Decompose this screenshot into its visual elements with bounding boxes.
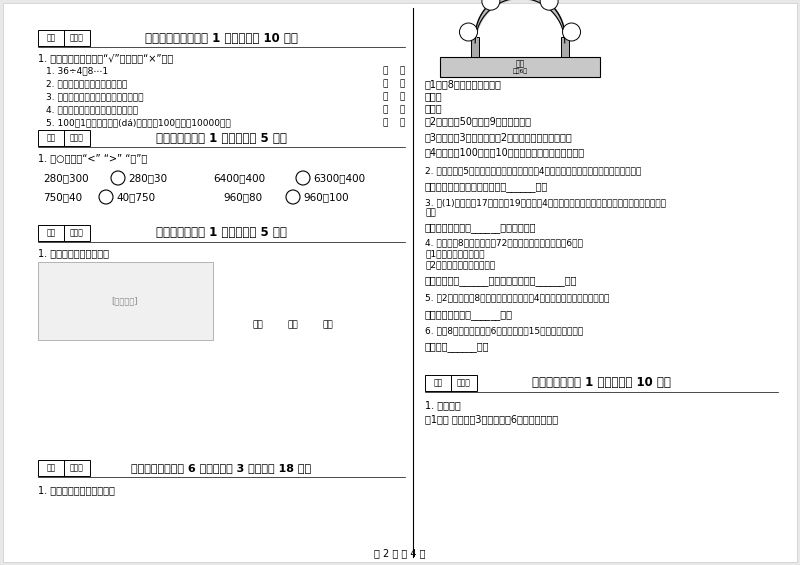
- Text: 得分: 得分: [46, 133, 56, 142]
- Text: 评卷人: 评卷人: [70, 33, 84, 42]
- Text: 得分: 得分: [46, 33, 56, 42]
- Text: 小涼: 小涼: [322, 320, 334, 329]
- Text: 八、解决问题（共 6 小题，每题 3 分，共计 18 分）: 八、解决问题（共 6 小题，每题 3 分，共计 18 分）: [131, 463, 311, 473]
- Text: （    ）: （ ）: [383, 67, 406, 76]
- FancyBboxPatch shape: [3, 3, 797, 562]
- Text: 加法：: 加法：: [425, 103, 442, 113]
- Circle shape: [562, 23, 581, 41]
- Text: 3. 二(1)班有男生17人，女生19人。，每4个人为一个学习小组，一共可以分成多少个学习小: 3. 二(1)班有男生17人，女生19人。，每4个人为一个学习小组，一共可以分成…: [425, 198, 666, 207]
- Text: 960－100: 960－100: [303, 192, 349, 202]
- Text: 小强: 小强: [288, 320, 298, 329]
- Text: 1. 星期日同学们去游乐园。: 1. 星期日同学们去游乐园。: [38, 485, 115, 495]
- FancyBboxPatch shape: [425, 375, 477, 391]
- Text: 七、连一连（共 1 大题，共计 5 分）: 七、连一连（共 1 大题，共计 5 分）: [156, 227, 287, 240]
- FancyBboxPatch shape: [38, 130, 90, 146]
- Text: 十、综合题（共 1 大题，共计 10 分）: 十、综合题（共 1 大题，共计 10 分）: [532, 376, 671, 389]
- FancyBboxPatch shape: [38, 460, 90, 476]
- Text: 小红: 小红: [253, 320, 263, 329]
- Text: 组？: 组？: [425, 208, 436, 218]
- Text: 1. 我会判断。（对的画“√”，错的画“×”）。: 1. 我会判断。（对的画“√”，错的画“×”）。: [38, 53, 174, 63]
- FancyBboxPatch shape: [471, 37, 479, 57]
- Text: 5. 有2笱水，每笱8瓶，把这些水平均分绔4个同学，每个同学能分几瓶？: 5. 有2笱水，每笱8瓶，把这些水平均分绔4个同学，每个同学能分几瓶？: [425, 293, 610, 302]
- Text: 每彦6元: 每彦6元: [513, 68, 527, 74]
- Text: 六、比一比（共 1 大题，共计 5 分）: 六、比一比（共 1 大题，共计 5 分）: [156, 132, 287, 145]
- Text: 1. 在○里填上“<” “>” “＝”。: 1. 在○里填上“<” “>” “＝”。: [38, 153, 147, 163]
- FancyBboxPatch shape: [440, 57, 600, 77]
- FancyBboxPatch shape: [38, 30, 90, 46]
- Text: 答：爸爸今年______岁，爷爷比爸爸大______岁。: 答：爸爸今年______岁，爷爷比爸爸大______岁。: [425, 276, 578, 286]
- Text: 乘法：: 乘法：: [425, 91, 442, 101]
- Text: 得分: 得分: [46, 228, 56, 237]
- Circle shape: [482, 0, 500, 10]
- Text: 4. 小明今年8岁，爷爷今年72岁，爸爸的年龄是小明的6倍。: 4. 小明今年8岁，爷爷今年72岁，爸爸的年龄是小明的6倍。: [425, 238, 583, 247]
- Text: 280＋30: 280＋30: [128, 173, 167, 183]
- FancyBboxPatch shape: [38, 225, 90, 241]
- Text: 得分: 得分: [434, 379, 442, 388]
- Text: 1. 我会观察，我会连线。: 1. 我会观察，我会连线。: [38, 248, 109, 258]
- FancyBboxPatch shape: [38, 262, 213, 340]
- Text: 答：一共可以分成______个学习小组。: 答：一共可以分成______个学习小组。: [425, 223, 537, 233]
- Text: 评卷人: 评卷人: [70, 228, 84, 237]
- Text: （    ）: （ ）: [383, 93, 406, 102]
- Text: 1. 36÷4＝8⋯1: 1. 36÷4＝8⋯1: [46, 67, 108, 76]
- Text: 五、判断对与错（共 1 大题，共计 10 分）: 五、判断对与错（共 1 大题，共计 10 分）: [145, 32, 298, 45]
- Text: 得分: 得分: [46, 463, 56, 472]
- Text: （3）小红买3张门票，还则2元錢，小红带了多少錢？: （3）小红买3张门票，还则2元錢，小红带了多少錢？: [425, 132, 573, 142]
- Text: 1. 实践苑。: 1. 实践苑。: [425, 400, 461, 410]
- Text: [连一连图]: [连一连图]: [112, 297, 138, 306]
- Text: 2. 读数和写数时，都从低位起。: 2. 读数和写数时，都从低位起。: [46, 80, 127, 89]
- Circle shape: [459, 23, 478, 41]
- Text: （1）爸爸今年多少岁？: （1）爸爸今年多少岁？: [425, 250, 485, 259]
- Text: 40＋750: 40＋750: [116, 192, 155, 202]
- Text: （    ）: （ ）: [383, 80, 406, 89]
- Text: 评卷人: 评卷人: [70, 133, 84, 142]
- Text: （2）爷爷比爸爸大多少岁？: （2）爷爷比爸爸大多少岁？: [425, 260, 495, 270]
- Text: 评卷人: 评卷人: [70, 463, 84, 472]
- Text: 4. 对边相等的四边形一定是长方形。: 4. 对边相等的四边形一定是长方形。: [46, 106, 138, 115]
- Text: 门票: 门票: [515, 59, 525, 68]
- Text: 280＋300: 280＋300: [43, 173, 89, 183]
- Text: （2）小莉拿50元，儩9张门票够吗？: （2）小莉拿50元，儩9张门票够吗？: [425, 116, 532, 126]
- Text: （4）小红拿100元，冒10张门票，还可以剩下多少錢？: （4）小红拿100元，冒10张门票，还可以剩下多少錢？: [425, 147, 585, 157]
- Text: 5. 100径1元纸币捆一沓(dá)，这样的100沓就是10000元。: 5. 100径1元纸币捆一沓(dá)，这样的100沓就是10000元。: [46, 119, 230, 128]
- Text: 2. 一小桶牛夶5元錢，一大桶牛奶是一小桶的4倍，买一大一小两桶牛奶共需要多少錢？: 2. 一小桶牛夶5元錢，一大桶牛奶是一小桶的4倍，买一大一小两桶牛奶共需要多少錢…: [425, 167, 642, 176]
- Text: （1）内8张门票用多少元？: （1）内8张门票用多少元？: [425, 79, 502, 89]
- Text: 3. 长方形和正方形的四个角都是直角。: 3. 长方形和正方形的四个角都是直角。: [46, 93, 143, 102]
- Text: 答：每个同学能分______瓶。: 答：每个同学能分______瓶。: [425, 310, 513, 320]
- FancyBboxPatch shape: [561, 37, 569, 57]
- Text: （    ）: （ ）: [383, 106, 406, 115]
- Text: 960－80: 960－80: [223, 192, 262, 202]
- Text: （    ）: （ ）: [383, 119, 406, 128]
- Text: 6300－400: 6300－400: [313, 173, 365, 183]
- Text: （1）。 画一条比3厘米长，比6厘米短的线段。: （1）。 画一条比3厘米长，比6厘米短的线段。: [425, 414, 558, 424]
- Text: 答：买一大一小两桶牛奶共需要______元。: 答：买一大一小两桶牛奶共需要______元。: [425, 182, 548, 192]
- Text: 第 2 页 共 4 页: 第 2 页 共 4 页: [374, 548, 426, 558]
- Text: 评卷人: 评卷人: [457, 379, 471, 388]
- Circle shape: [540, 0, 558, 10]
- Text: 750＋40: 750＋40: [43, 192, 82, 202]
- Text: 6400－400: 6400－400: [213, 173, 265, 183]
- Text: 6. 老庈8袋乒乓球，每蠄6个，借给同学15个，还剩多少个？: 6. 老庈8袋乒乓球，每蠄6个，借给同学15个，还剩多少个？: [425, 327, 583, 336]
- Text: 答：还剩______个。: 答：还剩______个。: [425, 342, 490, 352]
